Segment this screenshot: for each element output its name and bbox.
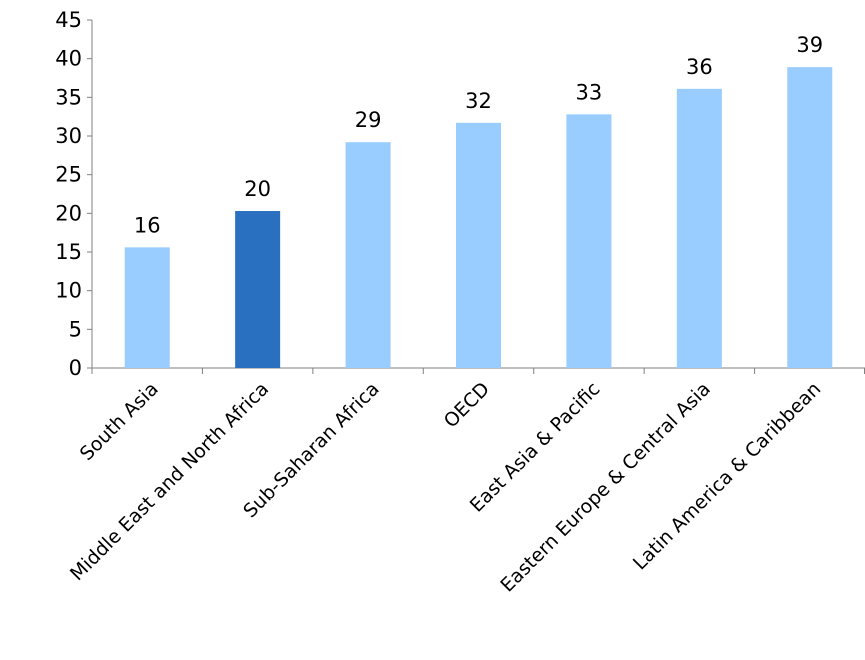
data-label: 33 (576, 80, 603, 104)
y-tick-label: 30 (55, 124, 82, 148)
y-tick-label: 15 (55, 240, 82, 264)
bar (676, 88, 722, 369)
category-label: Latin America & Caribbean (629, 378, 825, 574)
bar (787, 67, 833, 368)
data-label: 36 (686, 55, 713, 79)
data-label: 29 (355, 108, 382, 132)
category-label: Middle East and North Africa (66, 378, 273, 585)
data-labels: 16 20 29 32 33 36 39 (134, 33, 823, 237)
y-tick-label: 25 (55, 163, 82, 187)
y-axis: 0 5 10 15 20 25 30 35 40 45 (55, 8, 93, 380)
bar (456, 122, 501, 368)
y-tick-label: 20 (55, 201, 82, 225)
data-label: 16 (134, 213, 161, 237)
bar (235, 211, 281, 368)
y-tick-label: 45 (55, 8, 82, 32)
bars (124, 67, 833, 369)
y-tick-label: 35 (55, 85, 82, 109)
data-label: 39 (796, 33, 823, 57)
bar (566, 114, 612, 368)
y-tick-label: 5 (69, 317, 82, 341)
category-label: OECD (440, 378, 494, 432)
data-label: 32 (465, 89, 492, 113)
y-tick-label: 10 (55, 279, 82, 303)
y-tick-label: 0 (69, 356, 82, 380)
y-tick-label: 40 (55, 47, 82, 71)
bar (124, 247, 170, 368)
category-label: South Asia (76, 378, 163, 465)
x-axis (91, 367, 865, 374)
category-label: Eastern Europe & Central Asia (496, 378, 714, 596)
bar (345, 142, 391, 368)
data-label: 20 (244, 177, 271, 201)
